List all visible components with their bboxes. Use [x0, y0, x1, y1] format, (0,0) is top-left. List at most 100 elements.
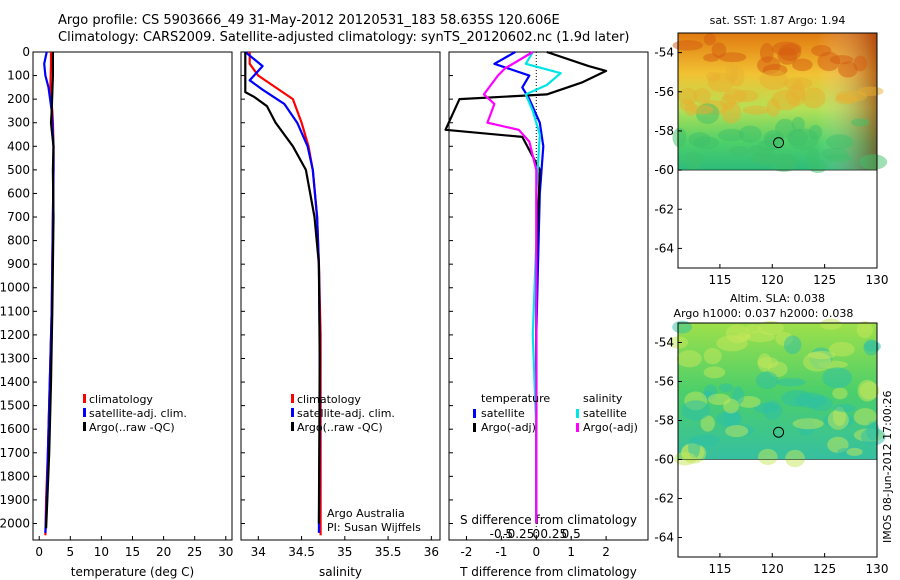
temperature-ytick-label: 700: [7, 210, 30, 224]
legend-salinity-title: salinity: [583, 392, 623, 405]
sla_map-ytick-label: -58: [654, 414, 674, 428]
legend-swatch: [473, 409, 476, 418]
temperature-ytick-label: 2000: [0, 516, 30, 530]
sla_map-texture: [758, 448, 778, 465]
temperature-ytick-label: 200: [7, 92, 30, 106]
sst-map-panel: 115 120 125 130 -54 -56 -58 -60 -62 -64 sat. SST: …: [654, 14, 888, 287]
sst_map-xtick-label: 125: [813, 273, 836, 287]
sst_map-texture: [728, 145, 750, 157]
sla-map-panel: 115 120 125 130 -54 -56 -58 -60 -62 -64 Altim. SLA…: [654, 292, 888, 576]
legend-label: satellite: [481, 407, 525, 420]
sla_map-texture: [857, 379, 878, 402]
difference-xtick-label: 2: [602, 545, 610, 559]
temperature-ytick-label: 600: [7, 186, 30, 200]
sst_map-texture: [776, 155, 796, 168]
temperature-ytick-label: 800: [7, 234, 30, 248]
sst_map-texture: [729, 65, 745, 87]
temperature-ytick-label: 1200: [0, 328, 30, 342]
sla_map-subtitle: Argo h1000: 0.037 h2000: 0.038: [674, 307, 854, 320]
salinity-annotation: PI: Susan Wijffels: [327, 521, 421, 534]
sla_map-frame: [677, 322, 878, 558]
sst_map-texture: [808, 160, 828, 173]
sst_map-texture: [837, 61, 858, 78]
temperature-xtick-label: 30: [218, 545, 233, 559]
salinity-series-argo---raw--qc-: [244, 52, 321, 524]
sst_map-texture: [758, 147, 776, 166]
salinity-legend-label: satellite-adj. clim.: [297, 407, 395, 420]
sst_map-texture: [678, 87, 698, 105]
legend-swatch: [576, 409, 579, 418]
sla_map-ytick-label: -60: [654, 453, 674, 467]
sla_map-texture: [745, 331, 776, 343]
sla_map-xtick-label: 115: [708, 562, 731, 576]
sst_map-texture: [718, 128, 745, 142]
sla_map-texture: [672, 320, 692, 334]
sst_map-texture: [672, 40, 704, 51]
sst_map-texture: [835, 90, 868, 102]
legend-temperature-title: temperature: [481, 392, 550, 405]
sla_map-texture: [776, 378, 806, 387]
temperature-ytick-label: 1400: [0, 375, 30, 389]
temperature-ytick-label: 0: [22, 45, 30, 59]
sst_map-texture: [759, 42, 774, 63]
sla_map-texture: [860, 427, 886, 446]
header-line2: Climatology: CARS2009. Satellite-adjuste…: [58, 30, 630, 45]
sla_map-texture: [681, 400, 711, 421]
sla_map-texture: [676, 350, 702, 368]
difference-xtick-label: 0: [532, 545, 540, 559]
difference-series-s-satellite: [524, 51, 562, 524]
S-tick-label: -0.25: [503, 527, 534, 541]
temperature-xlabel: temperature (deg C): [71, 565, 194, 579]
header-line1: Argo profile: CS 5903666_49 31-May-2012 …: [58, 13, 560, 28]
temperature-ytick-label: 1900: [0, 493, 30, 507]
temperature-panel: 0 5 10 15 20 25 300100200300400500600700800900…: [0, 45, 233, 579]
sst_map-texture: [777, 47, 798, 65]
temperature-ytick-label: 1600: [0, 422, 30, 436]
sla_map-texture: [703, 366, 726, 379]
legend-swatch: [576, 423, 579, 432]
sla_map-texture: [853, 408, 877, 426]
salinity-legend-swatch: [291, 394, 294, 403]
temperature-ytick-label: 400: [7, 139, 30, 153]
sla_map-texture: [783, 335, 802, 355]
imos-timestamp: IMOS 08-Jun-2012 17:00:26: [881, 390, 894, 543]
sst_map-texture: [759, 69, 789, 90]
temperature-frame: [32, 51, 233, 541]
sst_map-texture: [742, 105, 770, 115]
salinity-xtick-label: 35.5: [375, 545, 402, 559]
sst_map-texture: [783, 77, 813, 90]
temperature-series-argo---raw--qc-: [45, 52, 55, 529]
temperature-legend-swatch: [83, 408, 86, 417]
sla_map-texture: [718, 383, 734, 393]
difference-xlabel: T difference from climatology: [459, 565, 637, 579]
temperature-legend-swatch: [83, 394, 86, 403]
sla_map-texture: [723, 398, 739, 414]
sst_map-title: sat. SST: 1.87 Argo: 1.94: [710, 14, 846, 27]
temperature-ytick-label: 100: [7, 69, 30, 83]
sla_map-texture: [674, 452, 697, 466]
difference-series-s-argo--adj-: [482, 51, 538, 524]
salinity-panel: 34 34.5 35 35.5 36 salinity climatologysatelli…: [240, 51, 441, 579]
difference-xtick-label: -1: [495, 545, 507, 559]
sla_map-texture: [833, 403, 856, 413]
sst_map-frame: [677, 32, 878, 269]
temperature-ytick-label: 500: [7, 163, 30, 177]
sla_map-texture: [846, 447, 863, 456]
sla_map-ytick-label: -56: [654, 375, 674, 389]
sla_map-texture: [864, 340, 881, 352]
salinity-annotation: Argo Australia: [327, 507, 405, 520]
temperature-xtick-label: 10: [94, 545, 109, 559]
sst_map-texture: [732, 90, 759, 103]
salinity-xtick-label: 36: [424, 545, 439, 559]
sst_map-ytick-label: -54: [654, 46, 674, 60]
sst_map-texture: [703, 53, 720, 62]
sst_map-ytick-label: -60: [654, 163, 674, 177]
salinity-legend-swatch: [291, 408, 294, 417]
temperature-xtick-label: 5: [66, 545, 74, 559]
sst_map-texture: [802, 87, 826, 109]
legend-label: satellite: [583, 407, 627, 420]
sst_map-ytick-label: -62: [654, 202, 674, 216]
sla_map-texture: [794, 392, 827, 408]
temperature-xtick-label: 0: [35, 545, 43, 559]
sst_map-texture: [829, 55, 854, 65]
